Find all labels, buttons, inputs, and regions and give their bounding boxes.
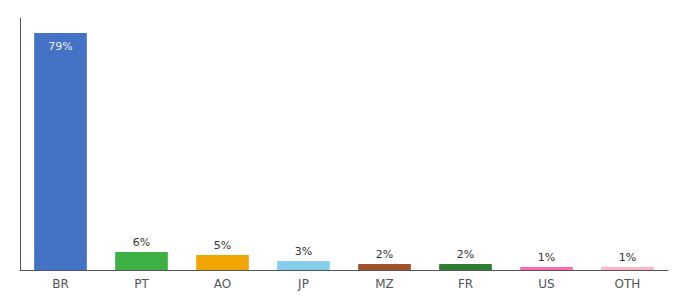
svg-text:1%: 1% — [538, 251, 555, 264]
svg-text:FR: FR — [458, 277, 473, 291]
svg-text:PT: PT — [134, 277, 149, 291]
svg-text:MZ: MZ — [375, 277, 394, 291]
svg-text:6%: 6% — [133, 236, 150, 249]
svg-text:2%: 2% — [376, 248, 393, 261]
svg-text:1%: 1% — [619, 251, 636, 264]
svg-text:2%: 2% — [457, 248, 474, 261]
svg-text:JP: JP — [297, 277, 309, 291]
svg-text:3%: 3% — [295, 245, 312, 258]
svg-text:BR: BR — [52, 277, 69, 291]
svg-text:OTH: OTH — [615, 277, 641, 291]
svg-text:AO: AO — [214, 277, 231, 291]
svg-text:79%: 79% — [48, 40, 72, 53]
svg-text:US: US — [538, 277, 554, 291]
svg-text:5%: 5% — [214, 239, 231, 252]
